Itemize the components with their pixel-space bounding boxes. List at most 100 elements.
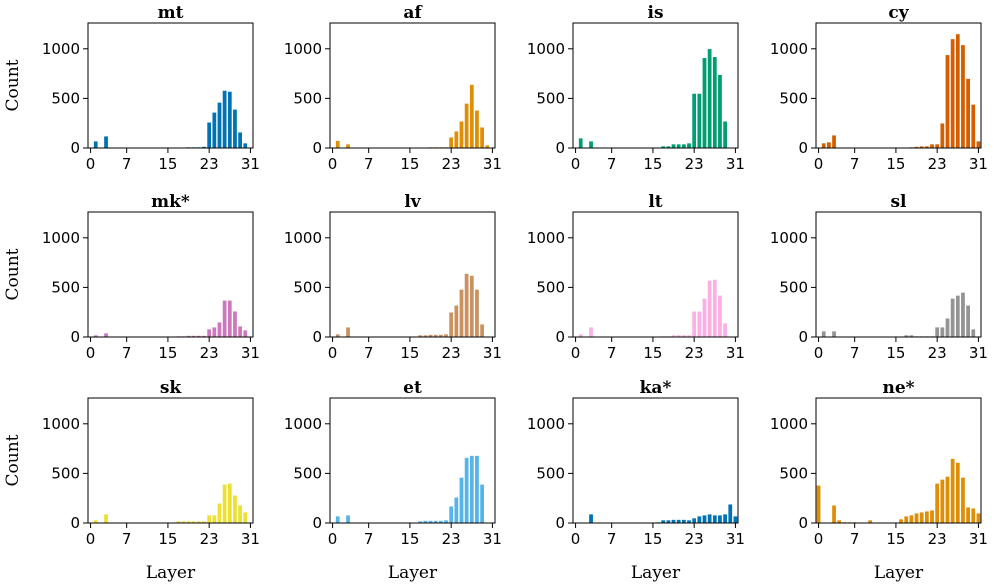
bar-layer-29 <box>722 513 728 524</box>
y-tick-label: 0 <box>70 514 80 532</box>
bar-layer-24 <box>453 496 459 524</box>
y-tick-label: 1000 <box>284 229 322 247</box>
x-axis-label: Layer <box>874 563 924 583</box>
x-tick-label: 15 <box>643 155 662 173</box>
y-tick-label: 0 <box>798 139 808 157</box>
x-tick-label: 0 <box>328 530 338 548</box>
y-axis-label: Count <box>3 434 23 486</box>
x-tick-label: 0 <box>328 155 338 173</box>
panel-mt: mt 0 500 1000 0 7 15 23 31 Count <box>3 3 260 173</box>
x-tick-label: 23 <box>685 530 704 548</box>
y-tick-label: 500 <box>293 278 322 296</box>
bar-layer-26 <box>707 280 713 338</box>
x-tick-label: 0 <box>814 530 824 548</box>
x-tick-label: 7 <box>850 344 860 362</box>
x-tick-label: 23 <box>928 530 947 548</box>
bar-layer-26 <box>950 38 956 149</box>
bar-layer-27 <box>712 279 718 338</box>
axes-frame <box>815 22 982 149</box>
x-tick-label: 7 <box>122 344 132 362</box>
bar-layer-23 <box>934 143 940 149</box>
bar-layer-16 <box>898 518 904 524</box>
bar-layer-22 <box>686 142 692 149</box>
x-tick-label: 23 <box>685 155 704 173</box>
bar-layer-29 <box>722 120 728 149</box>
bar-layer-21 <box>681 143 687 149</box>
bar-layer-1 <box>821 142 827 149</box>
panel-title: mt <box>158 3 184 23</box>
x-tick-label: 15 <box>158 530 177 548</box>
x-tick-label: 15 <box>158 155 177 173</box>
y-tick-label: 0 <box>555 139 565 157</box>
x-tick-label: 15 <box>158 344 177 362</box>
x-tick-label: 0 <box>814 344 824 362</box>
axes-frame <box>329 22 496 149</box>
x-tick-label: 31 <box>969 530 988 548</box>
axes-frame <box>815 211 982 338</box>
bar-layer-27 <box>469 84 475 149</box>
panel-sk: sk 0 500 1000 0 7 15 23 31 Count Layer <box>3 378 260 583</box>
y-tick-label: 500 <box>779 464 808 482</box>
panel-mk-star: mk* 0 500 1000 0 7 15 23 31 Count <box>3 192 260 362</box>
bar-layer-29 <box>965 78 971 149</box>
bar-layer-23 <box>691 93 697 149</box>
x-tick-label: 31 <box>969 344 988 362</box>
y-tick-label: 500 <box>536 89 565 107</box>
bar-layer-27 <box>469 455 475 524</box>
bar-layer-29 <box>479 323 485 338</box>
x-tick-label: 0 <box>571 155 581 173</box>
bar-layer-24 <box>696 515 702 524</box>
bar-layer-29 <box>722 322 728 338</box>
axes-frame <box>572 22 739 149</box>
bar-layer-28 <box>474 110 480 149</box>
axes-frame <box>87 211 254 338</box>
bar-layer-25 <box>701 514 707 524</box>
x-tick-label: 0 <box>86 155 96 173</box>
panel-title: is <box>647 3 663 23</box>
bar-layer-26 <box>464 273 470 338</box>
x-axis-label: Layer <box>146 563 196 583</box>
y-tick-label: 500 <box>779 89 808 107</box>
bar-layer-20 <box>676 143 682 149</box>
y-tick-label: 0 <box>555 514 565 532</box>
y-axis-label: Count <box>3 248 23 300</box>
panel-ka-star: ka* 0 500 1000 0 7 15 23 31 Layer <box>527 378 745 583</box>
bar-layer-21 <box>681 519 687 524</box>
bar-layer-3 <box>345 514 351 524</box>
axes-frame <box>329 211 496 338</box>
x-tick-label: 0 <box>571 530 581 548</box>
bar-layer-28 <box>717 514 723 524</box>
bar-layer-28 <box>474 455 480 524</box>
bar-layer-29 <box>237 504 243 524</box>
bar-layer-28 <box>232 494 238 524</box>
bar-layer-29 <box>479 126 485 149</box>
bar-layer-3 <box>831 504 837 524</box>
bar-layer-30 <box>970 104 976 149</box>
x-tick-label: 15 <box>400 530 419 548</box>
bar-layer-27 <box>955 462 961 524</box>
bar-layer-20 <box>919 511 925 524</box>
bar-layer-30 <box>242 329 248 338</box>
x-tick-label: 0 <box>328 344 338 362</box>
bar-layer-25 <box>216 502 222 524</box>
bar-layer-25 <box>944 54 950 149</box>
bar-layer-3 <box>103 332 109 338</box>
bar-layer-28 <box>474 289 480 338</box>
bar-layer-28 <box>717 295 723 338</box>
panel-af: af 0 500 1000 0 7 15 23 31 <box>284 3 502 173</box>
bar-layer-26 <box>464 103 470 149</box>
y-tick-label: 0 <box>312 139 322 157</box>
bar-layer-23 <box>206 328 212 338</box>
y-tick-label: 0 <box>70 328 80 346</box>
panel-title: lv <box>404 192 421 212</box>
x-tick-label: 31 <box>969 155 988 173</box>
bar-layer-24 <box>696 310 702 338</box>
bar-layer-3 <box>345 143 351 149</box>
panel-title: af <box>403 3 423 23</box>
bar-layer-31 <box>975 512 981 524</box>
bar-layer-27 <box>227 91 233 149</box>
x-tick-label: 31 <box>241 155 260 173</box>
x-tick-label: 15 <box>643 530 662 548</box>
x-tick-label: 15 <box>886 530 905 548</box>
panel-title: mk* <box>151 192 190 212</box>
